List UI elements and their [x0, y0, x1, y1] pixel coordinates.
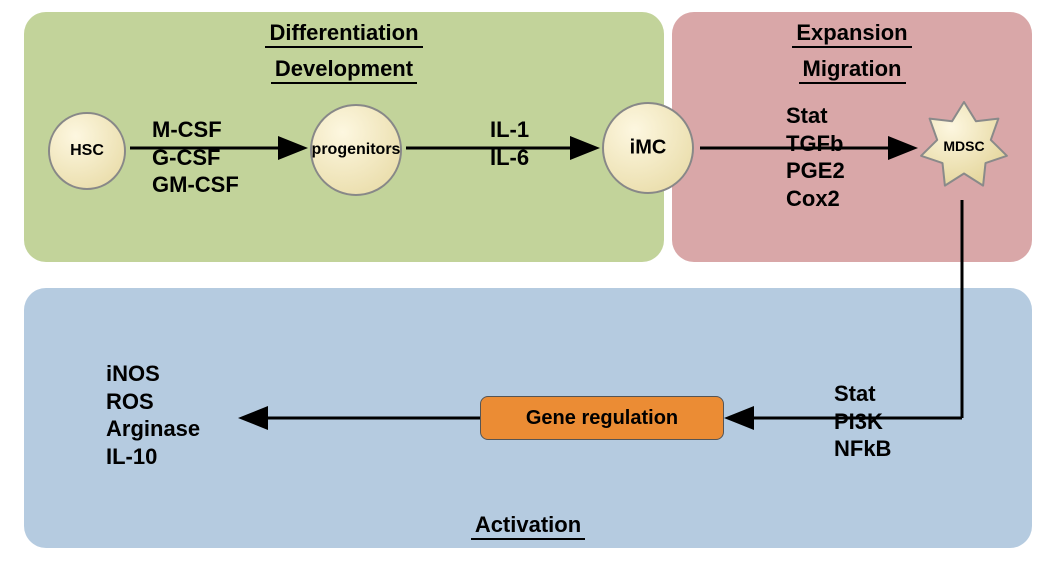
imc-cell: iMC — [602, 102, 694, 194]
arrow-label-stat-pi3k: StatPI3KNFkB — [834, 380, 891, 463]
hsc-label: HSC — [70, 142, 104, 160]
gene-regulation-label: Gene regulation — [526, 407, 678, 430]
arrow-label-stat-tgfb: StatTGFbPGE2Cox2 — [786, 102, 845, 212]
imc-label: iMC — [630, 137, 667, 160]
expansion-title-1: Expansion — [792, 20, 911, 48]
activation-title-wrap: Activation — [428, 504, 628, 540]
differentiation-title-2: Development — [271, 56, 417, 84]
activation-title: Activation — [471, 512, 585, 540]
arrow-label-il: IL-1IL-6 — [490, 116, 529, 171]
arrow-label-csf: M-CSFG-CSFGM-CSF — [152, 116, 239, 199]
hsc-cell: HSC — [48, 112, 126, 190]
progenitors-cell: progenitors — [310, 104, 402, 196]
mdsc-label: MDSC — [943, 138, 984, 154]
differentiation-title-1: Differentiation — [265, 20, 422, 48]
arrow-label-inos: iNOSROSArginaseIL-10 — [106, 360, 200, 470]
expansion-panel: Expansion Migration — [672, 12, 1032, 262]
expansion-title-2: Migration — [799, 56, 906, 84]
gene-regulation-box: Gene regulation — [480, 396, 724, 440]
progenitors-label: progenitors — [312, 141, 401, 159]
